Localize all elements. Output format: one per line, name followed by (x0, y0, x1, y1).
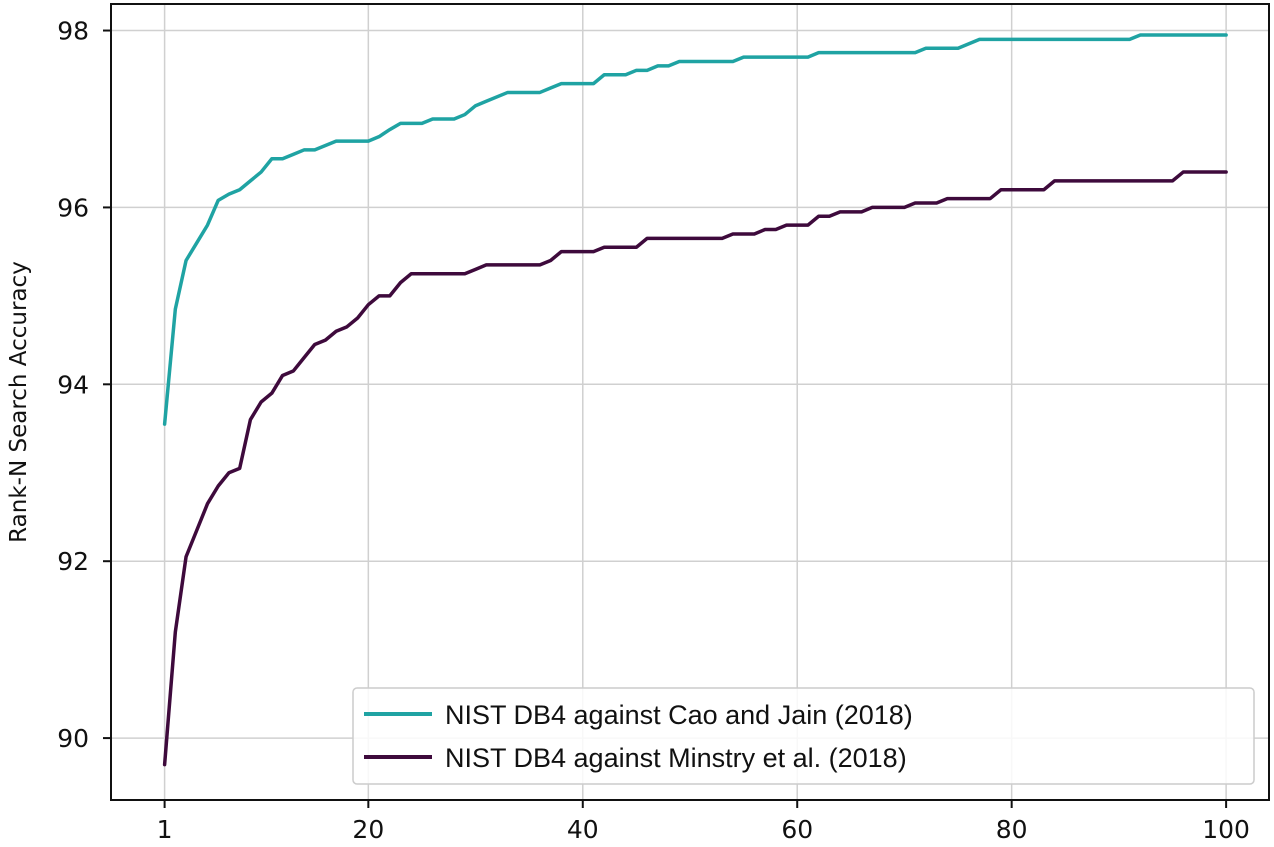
x-tick-label: 40 (567, 815, 599, 844)
y-tick-label: 98 (57, 17, 89, 46)
legend: NIST DB4 against Cao and Jain (2018) NIS… (352, 687, 1255, 785)
y-tick-label: 90 (57, 724, 89, 753)
x-tick-label: 100 (1202, 815, 1250, 844)
y-tick-label: 92 (57, 547, 89, 576)
plot-frame (110, 3, 1270, 801)
series-line-cao-jain (162, 33, 1228, 426)
grid-lines (111, 4, 1269, 800)
y-axis-title: Rank-N Search Accuracy (6, 261, 32, 543)
legend-box (352, 687, 1255, 785)
y-tick-label: 94 (57, 370, 89, 399)
x-tick-label: 60 (781, 815, 813, 844)
series-line-minstry (162, 170, 1228, 767)
x-tick-label: 1 (157, 815, 173, 844)
series-lines (162, 33, 1228, 767)
legend-label-cao-jain: NIST DB4 against Cao and Jain (2018) (445, 700, 913, 730)
axis-ticks: 1 20 40 60 80 100 90 92 94 96 98 (57, 17, 1250, 844)
y-tick-label: 96 (57, 193, 89, 222)
x-tick-label: 80 (996, 815, 1028, 844)
legend-label-minstry: NIST DB4 against Minstry et al. (2018) (445, 743, 907, 773)
x-tick-label: 20 (352, 815, 384, 844)
